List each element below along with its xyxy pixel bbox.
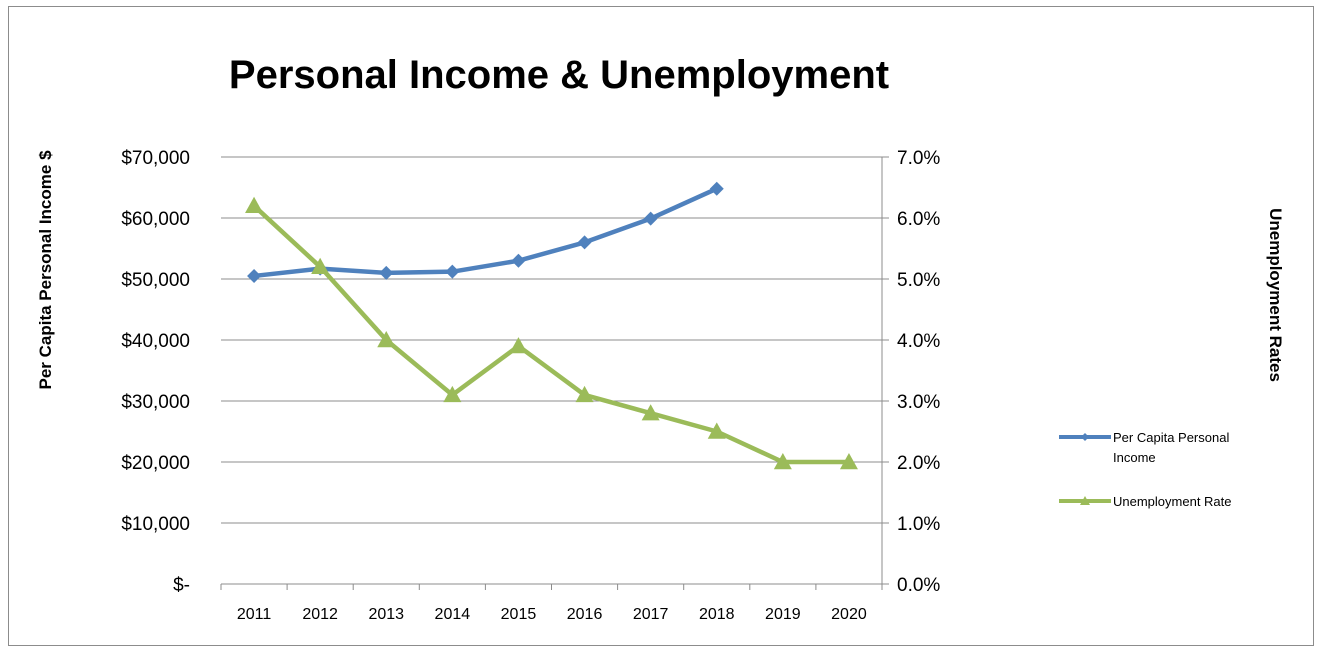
legend-label: Income — [1113, 450, 1156, 465]
data-point — [839, 453, 858, 470]
data-point — [445, 264, 460, 279]
x-tick-label: 2016 — [567, 606, 603, 623]
y2-tick-label: 1.0% — [897, 514, 940, 535]
legend-item-2: Unemployment Rate — [1059, 494, 1232, 509]
series-2 — [245, 196, 858, 470]
data-point — [575, 385, 594, 403]
y2-tick-label: 7.0% — [897, 148, 940, 169]
x-axis-ticks: 2011 2012 2013 2014 2015 2016 2017 2018 2019 2020 — [237, 606, 867, 623]
y2-tick-label: 2.0% — [897, 453, 940, 474]
y-axis-title: Per Capita Personal Income $ — [36, 150, 55, 390]
data-point — [245, 196, 264, 213]
x-tick-label: 2011 — [237, 606, 272, 623]
series-line — [253, 186, 718, 279]
y2-tick-label: 6.0% — [897, 209, 940, 230]
data-point — [641, 404, 660, 421]
data-point — [377, 331, 396, 348]
data-point — [709, 181, 724, 196]
data-point — [379, 265, 394, 280]
y-tick-label: $70,000 — [121, 148, 190, 169]
x-tick-label: 2014 — [435, 606, 471, 623]
legend-marker — [1080, 496, 1090, 505]
data-point — [311, 257, 330, 274]
x-tick-label: 2019 — [765, 606, 801, 623]
legend: Per Capita Personal Income Unemployment Ra… — [1059, 430, 1232, 509]
axes — [220, 157, 883, 590]
gridlines — [221, 156, 889, 585]
series-layer — [245, 181, 858, 470]
data-point — [247, 268, 262, 283]
data-point — [707, 422, 726, 439]
y2-axis-ticks: 0.0% 1.0% 2.0% 3.0% 4.0% 5.0% 6.0% 7.0% — [897, 148, 940, 596]
chart-title: Personal Income & Unemployment — [229, 53, 889, 97]
y-tick-label: $10,000 — [121, 514, 190, 535]
data-point — [577, 235, 592, 250]
series-line — [252, 204, 849, 465]
data-point — [509, 337, 528, 354]
x-tick-label: 2017 — [633, 606, 669, 623]
legend-marker — [1081, 433, 1089, 441]
x-tick-label: 2012 — [302, 606, 338, 623]
y-tick-label: $- — [173, 575, 190, 596]
data-point — [443, 385, 462, 403]
y-tick-label: $50,000 — [121, 270, 190, 291]
y2-tick-label: 0.0% — [897, 575, 940, 596]
y2-axis-title: Unemployment Rates — [1266, 208, 1285, 382]
x-tick-label: 2013 — [368, 606, 404, 623]
legend-label: Unemployment Rate — [1113, 494, 1232, 509]
legend-label: Per Capita Personal — [1113, 430, 1229, 445]
y-tick-label: $40,000 — [121, 331, 190, 352]
y2-tick-label: 3.0% — [897, 392, 940, 413]
data-point — [773, 453, 792, 470]
y-axis-ticks: $- $10,000 $20,000 $30,000 $40,000 $50,000 $60… — [121, 148, 190, 596]
y-tick-label: $20,000 — [121, 453, 190, 474]
chart: Personal Income & Unemployment $- $10,000… — [36, 53, 1285, 623]
y2-tick-label: 5.0% — [897, 270, 940, 291]
data-point — [643, 211, 658, 226]
series-1 — [247, 181, 724, 283]
x-tick-label: 2020 — [831, 606, 867, 623]
y-tick-label: $60,000 — [121, 209, 190, 230]
y2-tick-label: 4.0% — [897, 331, 940, 352]
x-tick-label: 2018 — [699, 606, 735, 623]
y-tick-label: $30,000 — [121, 392, 190, 413]
data-point — [511, 253, 526, 268]
chart-frame — [8, 6, 1314, 646]
x-tick-label: 2015 — [501, 606, 537, 623]
legend-item-1: Per Capita Personal Income — [1059, 430, 1229, 465]
